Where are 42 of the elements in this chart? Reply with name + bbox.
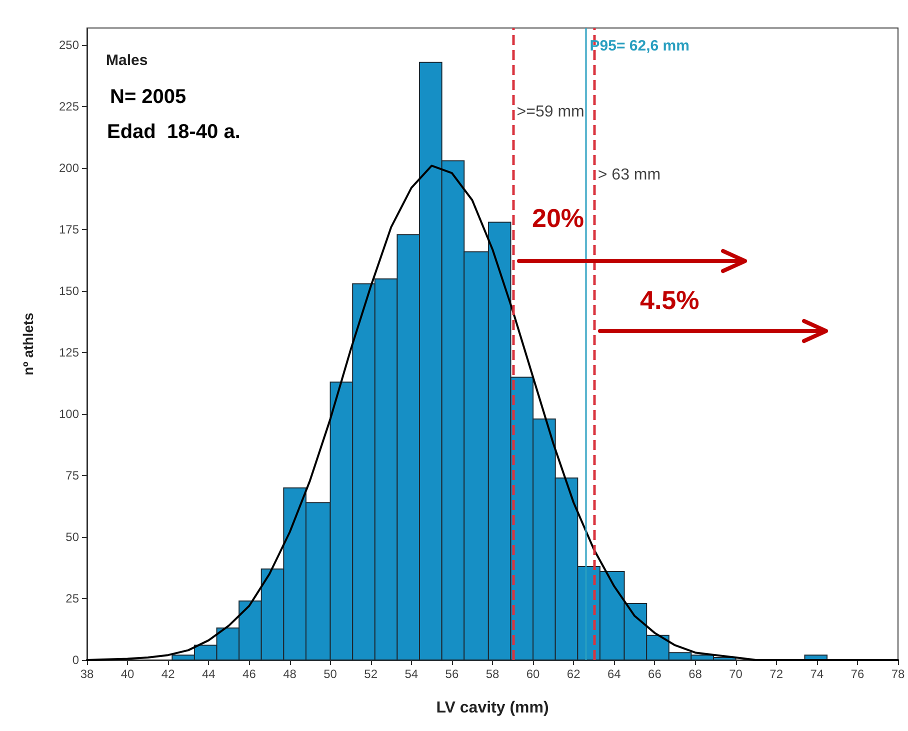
x-tick-label: 62	[566, 667, 581, 681]
x-tick-label: 70	[729, 667, 743, 681]
annotation: Edad 18-40 a.	[107, 121, 240, 144]
ref-line-label: >=59 mm	[516, 104, 584, 120]
y-tick-label: 25	[66, 592, 80, 606]
annotation: Males	[106, 52, 148, 69]
x-tick-label: 52	[364, 667, 378, 681]
x-tick-label: 50	[324, 667, 338, 681]
y-tick-label: 0	[72, 653, 80, 667]
x-tick-label: 66	[648, 667, 662, 681]
x-tick-label: 56	[445, 667, 459, 681]
y-tick-label: 100	[58, 407, 80, 422]
y-tick-label: 250	[58, 38, 80, 52]
y-tick-label: 75	[66, 468, 80, 483]
x-axis-title: LV cavity (mm)	[436, 700, 549, 716]
y-tick-label: 200	[58, 161, 80, 176]
x-tick-label: 48	[283, 667, 297, 681]
x-tick-label: 78	[891, 667, 905, 681]
y-tick-label: 125	[58, 346, 80, 360]
x-tick-label: 42	[161, 667, 176, 681]
x-tick-label: 68	[688, 667, 702, 681]
y-tick-label: 150	[58, 284, 80, 298]
x-tick-label: 40	[120, 667, 135, 681]
x-tick-label: 72	[770, 667, 784, 681]
x-tick-label: 64	[607, 667, 622, 681]
x-tick-label: 46	[242, 667, 256, 681]
annotation: N= 2005	[110, 86, 186, 109]
x-tick-label: 74	[810, 667, 824, 681]
x-tick-label: 44	[202, 667, 216, 681]
ref-line-label: > 63 mm	[598, 166, 661, 184]
x-tick-label: 60	[526, 667, 540, 681]
x-tick-label: 54	[404, 667, 418, 681]
y-tick-label: 175	[58, 222, 80, 237]
x-tick-label: 58	[486, 667, 500, 681]
ref-line-label: P95= 62,6 mm	[590, 38, 690, 54]
annotation: 4.5%	[640, 285, 700, 316]
y-axis-title: nº athlets	[20, 312, 36, 376]
y-tick-label: 225	[58, 100, 80, 114]
y-tick-label: 50	[66, 530, 80, 544]
x-tick-label: 76	[850, 667, 864, 681]
x-tick-label: 38	[80, 667, 94, 681]
annotation: 20%	[532, 203, 584, 234]
